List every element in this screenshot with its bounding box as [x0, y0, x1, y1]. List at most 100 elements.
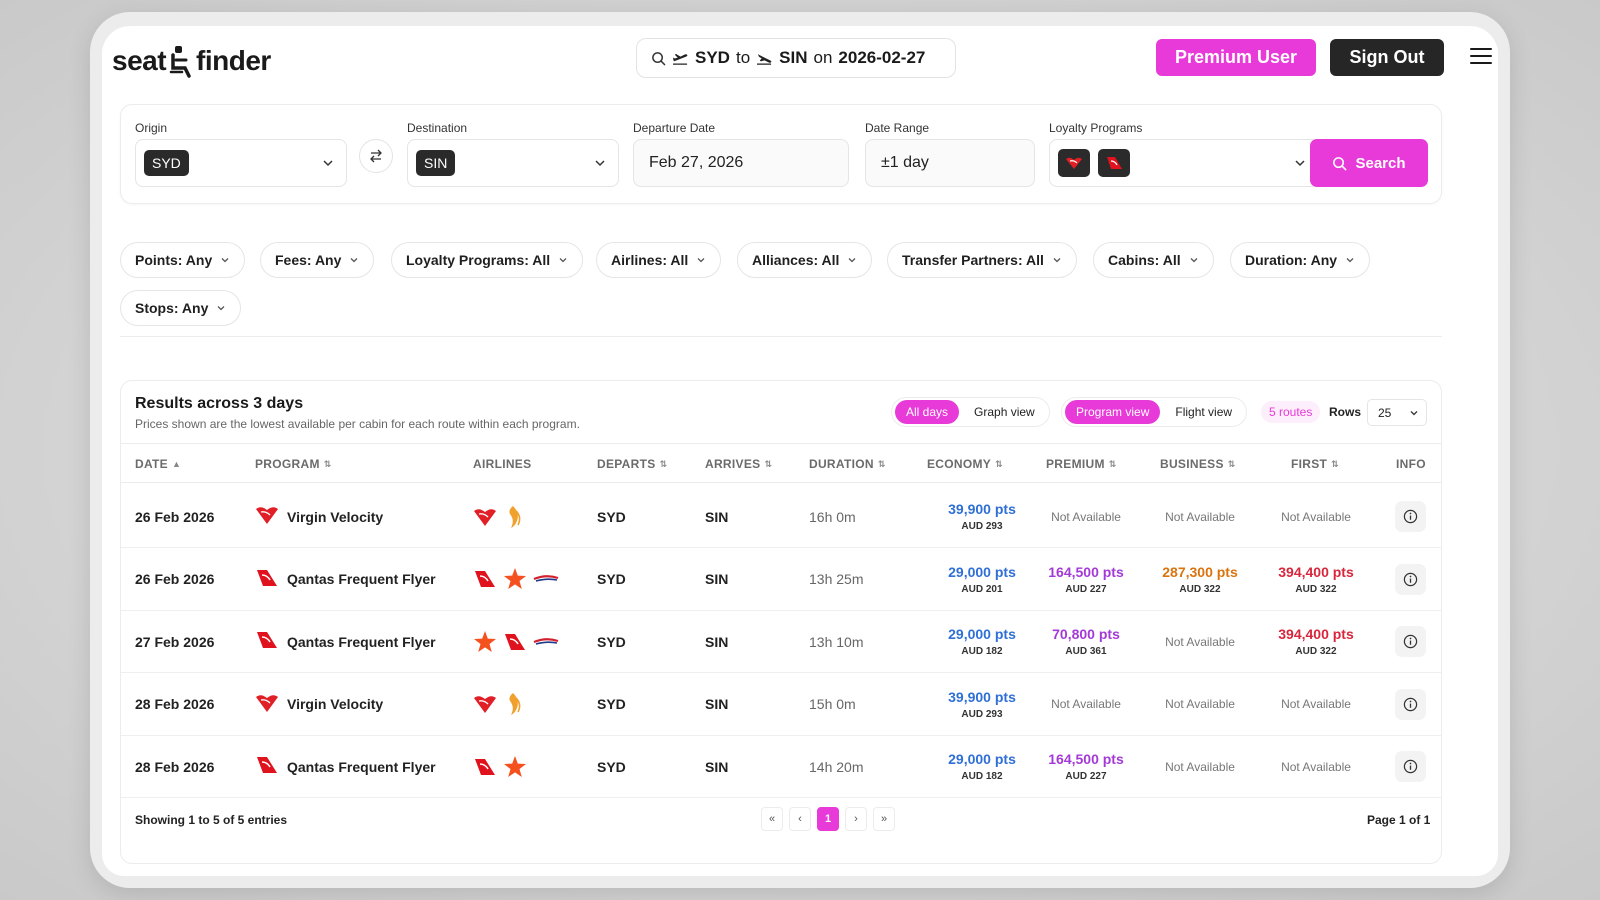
virgin-velocity-tag-icon[interactable]	[1058, 149, 1090, 177]
row-info-button[interactable]	[1395, 751, 1426, 782]
col-first[interactable]: FIRST ⇅	[1291, 457, 1340, 471]
sign-out-button[interactable]: Sign Out	[1330, 39, 1444, 76]
rows-per-page-select[interactable]: 25	[1367, 399, 1427, 426]
first-not-available: Not Available	[1281, 697, 1351, 711]
filter-duration[interactable]: Duration: Any	[1230, 242, 1371, 278]
first-fee: AUD 322	[1295, 646, 1337, 657]
filter-stops[interactable]: Stops: Any	[120, 290, 242, 326]
loyalty-programs-select[interactable]	[1049, 139, 1319, 187]
chevron-down-icon	[595, 160, 605, 167]
program-view-toggle[interactable]: Program view	[1065, 400, 1161, 424]
table-row[interactable]: 27 Feb 2026 Qantas Frequent Flyer SYD SIN 13…	[121, 610, 1441, 673]
row-info-button[interactable]	[1395, 626, 1426, 657]
row-economy-price[interactable]: 39,900 pts AUD 293	[927, 673, 1037, 736]
filter-alliances-label: Alliances: All	[752, 252, 840, 268]
all-days-toggle[interactable]: All days	[895, 400, 960, 424]
seatfinder-logo[interactable]: seat finder	[112, 44, 271, 78]
row-premium-price[interactable]: 70,800 pts AUD 361	[1031, 610, 1141, 673]
row-program-name: Qantas Frequent Flyer	[287, 758, 436, 775]
first-page-button[interactable]: «	[761, 807, 783, 831]
search-button[interactable]: Search	[1310, 139, 1428, 187]
table-row[interactable]: 26 Feb 2026 Virgin Velocity SYD SIN 16h 0m 39…	[121, 485, 1441, 548]
filter-alliances[interactable]: Alliances: All	[737, 242, 873, 278]
flight-view-toggle[interactable]: Flight view	[1175, 405, 1233, 419]
row-duration: 14h 20m	[809, 758, 864, 775]
landing-icon	[757, 53, 772, 65]
logo-text-seat: seat	[112, 45, 167, 76]
business-not-available: Not Available	[1165, 697, 1235, 711]
row-first-price[interactable]: 394,400 pts AUD 322	[1261, 610, 1371, 673]
col-arrives[interactable]: ARRIVES ⇅	[705, 457, 773, 471]
col-program[interactable]: PROGRAM ⇅	[255, 457, 332, 471]
col-economy[interactable]: ECONOMY ⇅	[927, 457, 1003, 471]
business-points: 287,300 pts	[1162, 563, 1238, 580]
takeoff-icon	[673, 53, 688, 65]
row-duration: 15h 0m	[809, 696, 856, 712]
col-departs[interactable]: DEPARTS ⇅	[597, 457, 668, 471]
row-program: Qantas Frequent Flyer	[255, 610, 436, 673]
chevron-down-icon	[350, 258, 358, 263]
filter-points[interactable]: Points: Any	[120, 242, 246, 278]
row-info-button[interactable]	[1395, 501, 1426, 532]
row-first-unavailable: Not Available	[1261, 735, 1371, 798]
row-premium-unavailable: Not Available	[1031, 485, 1141, 548]
row-first-price[interactable]: 394,400 pts AUD 322	[1261, 548, 1371, 611]
chevron-down-icon	[1295, 160, 1305, 167]
filter-cabins[interactable]: Cabins: All	[1093, 242, 1214, 278]
page-1-button[interactable]: 1	[817, 807, 839, 831]
economy-fee: AUD 293	[961, 708, 1003, 720]
row-economy-price[interactable]: 39,900 pts AUD 293	[927, 485, 1037, 548]
col-date[interactable]: DATE ▲	[135, 457, 182, 471]
filter-duration-label: Duration: Any	[1245, 252, 1338, 268]
row-premium-price[interactable]: 164,500 pts AUD 227	[1031, 735, 1141, 798]
pagination: « ‹ 1 › »	[761, 807, 895, 831]
table-row[interactable]: 28 Feb 2026 Virgin Velocity SYD SIN 15h 0m 39…	[121, 673, 1441, 736]
filter-cabins-label: Cabins: All	[1108, 252, 1181, 268]
origin-label: Origin	[135, 121, 168, 135]
prev-page-button[interactable]: ‹	[789, 807, 811, 831]
economy-fee: AUD 201	[961, 583, 1003, 595]
business-not-available: Not Available	[1165, 634, 1235, 649]
filter-loyalty-programs[interactable]: Loyalty Programs: All	[391, 242, 584, 278]
row-economy-price[interactable]: 29,000 pts AUD 201	[927, 548, 1037, 611]
table-row[interactable]: 26 Feb 2026 Qantas Frequent Flyer SYD SIN 13…	[121, 548, 1441, 611]
row-info-button[interactable]	[1395, 563, 1426, 595]
rows-label: Rows	[1329, 405, 1362, 419]
chevron-down-icon	[1346, 258, 1354, 263]
row-date: 26 Feb 2026	[135, 508, 215, 525]
last-page-button[interactable]: »	[873, 807, 895, 831]
row-info-button[interactable]	[1395, 688, 1426, 720]
destination-select[interactable]: SIN	[407, 139, 619, 187]
origin-select[interactable]: SYD	[135, 139, 347, 187]
next-page-button[interactable]: ›	[845, 807, 867, 831]
results-subtitle: Prices shown are the lowest available pe…	[135, 417, 580, 431]
filter-airlines[interactable]: Airlines: All	[596, 242, 722, 278]
singapore-airlines-icon	[503, 505, 525, 529]
premium-user-button[interactable]: Premium User	[1156, 39, 1316, 76]
row-economy-price[interactable]: 29,000 pts AUD 182	[927, 610, 1037, 673]
row-economy-price[interactable]: 29,000 pts AUD 182	[927, 735, 1037, 798]
premium-points: 164,500 pts	[1048, 563, 1124, 580]
col-premium[interactable]: PREMIUM ⇅	[1046, 457, 1117, 471]
row-business-price[interactable]: 287,300 pts AUD 322	[1145, 548, 1255, 611]
col-business[interactable]: BUSINESS ⇅	[1160, 457, 1236, 471]
first-not-available: Not Available	[1281, 509, 1351, 524]
date-range-input[interactable]: ±1 day	[865, 139, 1035, 187]
departure-date-input[interactable]: Feb 27, 2026	[633, 139, 849, 187]
row-business-unavailable: Not Available	[1145, 673, 1255, 736]
table-row[interactable]: 28 Feb 2026 Qantas Frequent Flyer SYD SIN 14…	[121, 735, 1441, 798]
row-premium-price[interactable]: 164,500 pts AUD 227	[1031, 548, 1141, 611]
col-duration[interactable]: DURATION ⇅	[809, 457, 886, 471]
row-departs: SYD	[597, 633, 626, 650]
hamburger-menu-icon[interactable]	[1470, 48, 1492, 66]
swap-airports-button[interactable]	[359, 139, 393, 173]
qantas-icon	[255, 630, 279, 653]
graph-view-toggle[interactable]: Graph view	[974, 405, 1035, 419]
qantas-tag-icon[interactable]	[1098, 149, 1130, 177]
route-summary[interactable]: SYD to SIN on 2026-02-27	[636, 38, 956, 78]
filter-fees[interactable]: Fees: Any	[260, 242, 375, 278]
economy-points: 29,000 pts	[948, 563, 1016, 580]
virgin-australia-icon	[255, 693, 279, 716]
premium-points: 164,500 pts	[1048, 751, 1124, 767]
filter-transfer-partners[interactable]: Transfer Partners: All	[887, 242, 1077, 278]
